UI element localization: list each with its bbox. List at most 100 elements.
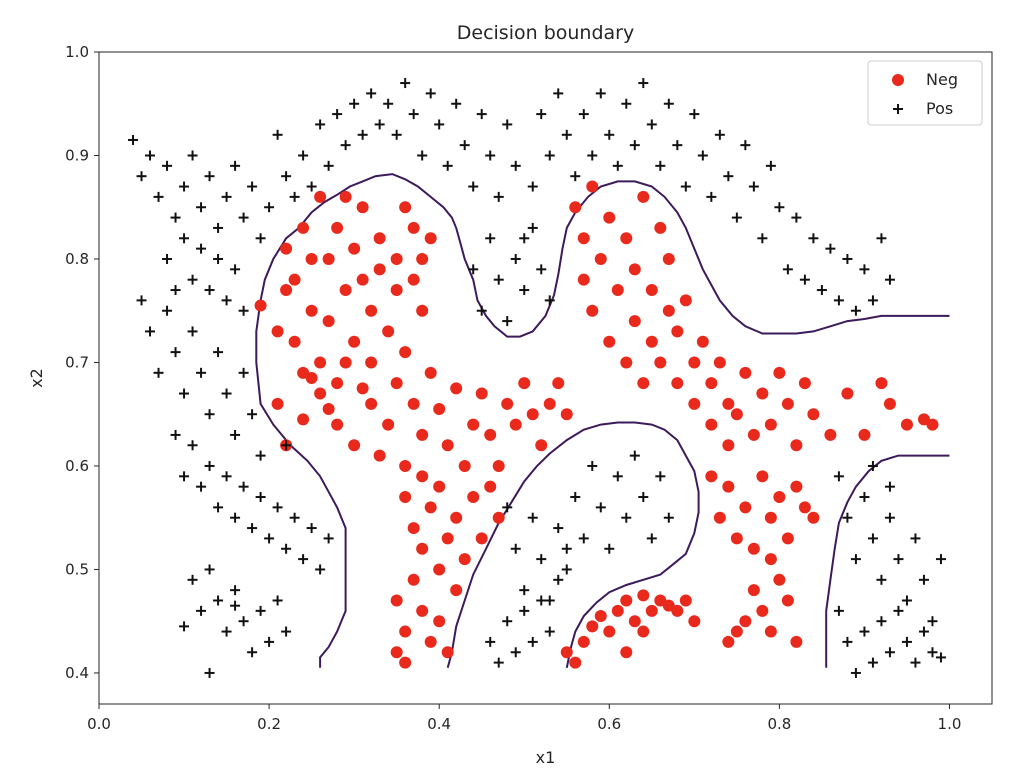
pos-point [493, 191, 504, 202]
neg-point [586, 304, 599, 317]
neg-point [841, 387, 854, 400]
decision-boundary-contours [255, 173, 950, 669]
neg-point [331, 377, 344, 390]
neg-point [688, 615, 701, 628]
neg-points [254, 180, 939, 669]
neg-point [399, 656, 412, 669]
pos-point [519, 285, 530, 296]
pos-point [281, 440, 292, 451]
pos-point [238, 367, 249, 378]
neg-point [348, 335, 361, 348]
pos-point [510, 160, 521, 171]
neg-point [373, 449, 386, 462]
neg-point [416, 252, 429, 265]
pos-point [612, 471, 623, 482]
pos-point [612, 160, 623, 171]
neg-point [713, 356, 726, 369]
neg-point [373, 232, 386, 245]
x-axis-title: x1 [536, 748, 556, 767]
x-tick-label: 0.0 [87, 715, 111, 733]
pos-point [196, 481, 207, 492]
pos-point [230, 429, 241, 440]
pos-point [859, 264, 870, 275]
pos-point [221, 471, 232, 482]
pos-point [264, 533, 275, 544]
neg-point [458, 553, 471, 566]
pos-point [527, 512, 538, 523]
pos-point [646, 119, 657, 130]
pos-point [876, 616, 887, 627]
neg-point [424, 366, 437, 379]
pos-point [391, 129, 402, 140]
pos-point [850, 667, 861, 678]
neg-point [339, 284, 352, 297]
pos-point [264, 202, 275, 213]
neg-point [475, 532, 488, 545]
pos-point [706, 191, 717, 202]
neg-point [526, 408, 539, 421]
neg-point [645, 335, 658, 348]
pos-point [536, 554, 547, 565]
pos-point [204, 564, 215, 575]
neg-point [790, 480, 803, 493]
pos-point [842, 512, 853, 523]
neg-point [756, 387, 769, 400]
pos-point [357, 129, 368, 140]
neg-point [365, 356, 378, 369]
pos-point [179, 471, 190, 482]
neg-point [543, 397, 556, 410]
neg-point [331, 221, 344, 234]
neg-point [399, 625, 412, 638]
neg-point [662, 252, 675, 265]
pos-point [179, 621, 190, 632]
pos-point [255, 450, 266, 461]
pos-point [221, 626, 232, 637]
neg-point [603, 211, 616, 224]
neg-point [620, 646, 633, 659]
pos-point [527, 636, 538, 647]
neg-point [679, 294, 692, 307]
neg-point [824, 428, 837, 441]
pos-point [493, 274, 504, 285]
neg-point [399, 459, 412, 472]
neg-point [688, 397, 701, 410]
neg-point [637, 190, 650, 203]
x-axis: 0.0 0.2 0.4 0.6 0.8 1.0 [87, 704, 961, 733]
pos-point [221, 191, 232, 202]
neg-point [356, 382, 369, 395]
pos-point [527, 222, 538, 233]
pos-point [655, 471, 666, 482]
pos-point [655, 160, 666, 171]
pos-point [510, 253, 521, 264]
neg-point [322, 252, 335, 265]
pos-point [502, 119, 513, 130]
pos-point [349, 98, 360, 109]
pos-point [544, 295, 555, 306]
pos-point [247, 647, 258, 658]
y-axis: 0.4 0.5 0.6 0.7 0.8 0.9 1.0 [65, 43, 99, 682]
pos-point [918, 574, 929, 585]
neg-point [424, 635, 437, 648]
neg-point [773, 573, 786, 586]
pos-point [638, 492, 649, 503]
pos-point [910, 657, 921, 668]
neg-point [433, 480, 446, 493]
neg-point [433, 403, 446, 416]
neg-point [518, 377, 531, 390]
pos-point [765, 160, 776, 171]
pos-point [536, 595, 547, 606]
y-tick-label: 0.9 [65, 146, 89, 164]
neg-point [807, 408, 820, 421]
pos-point [544, 595, 555, 606]
decision-boundary-line [825, 454, 950, 668]
neg-point [790, 635, 803, 648]
pos-point [510, 647, 521, 658]
pos-point [519, 605, 530, 616]
pos-point [323, 160, 334, 171]
neg-point [722, 397, 735, 410]
pos-point [485, 636, 496, 647]
pos-point [315, 119, 326, 130]
neg-point [348, 242, 361, 255]
pos-point [510, 543, 521, 554]
